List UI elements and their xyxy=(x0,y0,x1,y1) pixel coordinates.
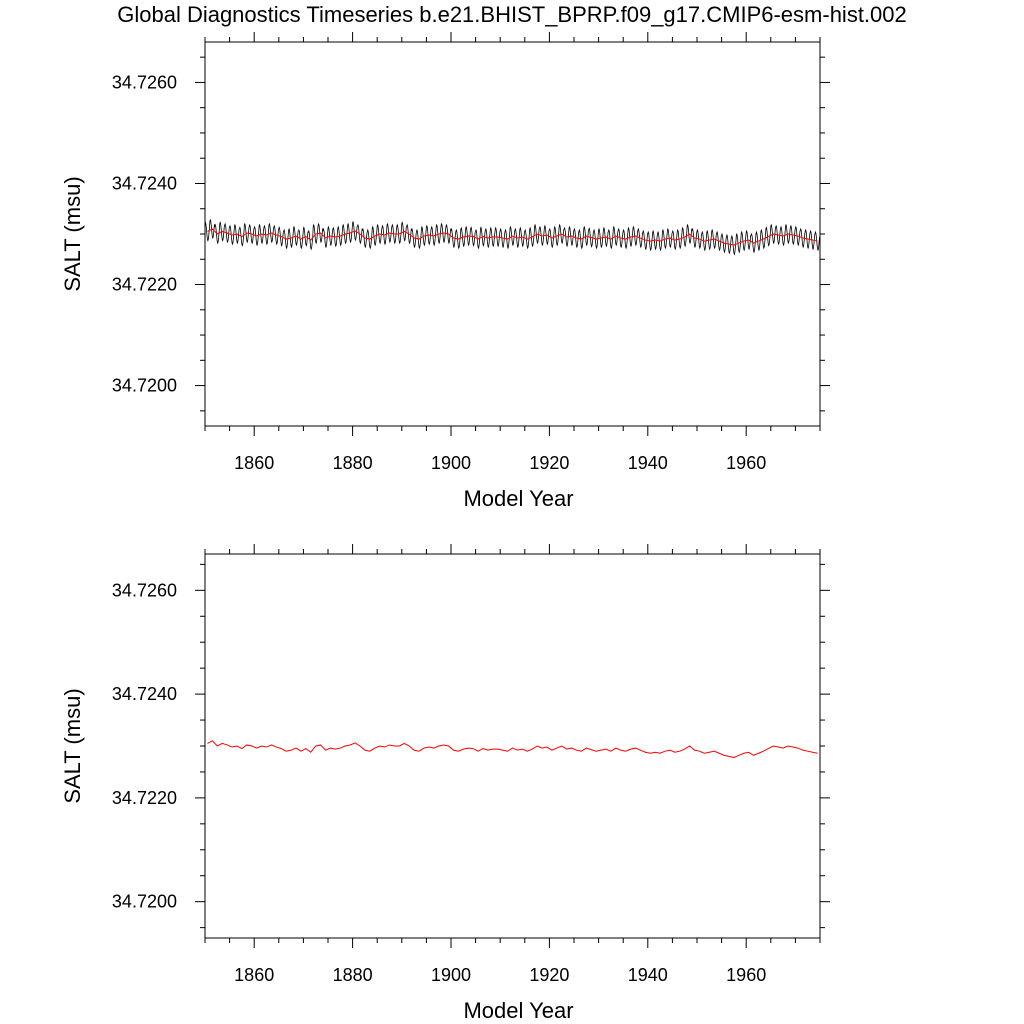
plot-panel-1: 1860 1880 1900 1920 1940 1960 34.7200 34.7220 34… xyxy=(60,32,830,511)
x-tick-label: 1940 xyxy=(628,453,668,473)
x-tick-label: 1880 xyxy=(333,453,373,473)
plot-frame xyxy=(204,41,821,427)
y-axis-title: SALT (msu) xyxy=(60,176,85,291)
x-tick-label: 1900 xyxy=(431,453,471,473)
annual-series-line xyxy=(207,740,818,758)
y-tick-label: 34.7260 xyxy=(112,72,177,92)
plot-panel-2: 1860 1880 1900 1920 1940 1960 34.7200 34.7220 34… xyxy=(60,544,830,1023)
x-tick-label: 1960 xyxy=(726,453,766,473)
y-tick-label: 34.7220 xyxy=(112,788,177,808)
y-tick-label: 34.7240 xyxy=(112,173,177,193)
y-tick-label: 34.7260 xyxy=(112,580,177,600)
x-tick-label: 1860 xyxy=(234,965,274,985)
y-tick-label: 34.7200 xyxy=(112,892,177,912)
x-tick-label: 1920 xyxy=(529,453,569,473)
y-tick-label: 34.7220 xyxy=(112,275,177,295)
annual-series-line xyxy=(207,228,818,246)
y-axis-title: SALT (msu) xyxy=(60,688,85,803)
x-axis-title: Model Year xyxy=(463,998,573,1023)
x-axis-title: Model Year xyxy=(463,486,573,511)
y-tick-label: 34.7240 xyxy=(112,684,177,704)
y-tick-label: 34.7200 xyxy=(112,376,177,396)
x-tick-label: 1900 xyxy=(431,965,471,985)
x-tick-label: 1880 xyxy=(333,965,373,985)
figure-title: Global Diagnostics Timeseries b.e21.BHIS… xyxy=(117,2,907,27)
x-tick-label: 1860 xyxy=(234,453,274,473)
plot-frame xyxy=(204,553,821,939)
x-tick-label: 1940 xyxy=(628,965,668,985)
x-tick-label: 1920 xyxy=(529,965,569,985)
x-tick-label: 1960 xyxy=(726,965,766,985)
